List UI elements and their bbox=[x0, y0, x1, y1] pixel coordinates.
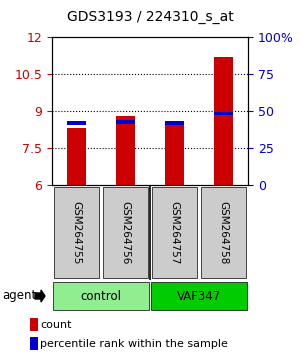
Bar bbox=[214, 112, 233, 115]
Text: percentile rank within the sample: percentile rank within the sample bbox=[40, 339, 228, 349]
Text: control: control bbox=[80, 290, 122, 303]
Bar bbox=[165, 121, 184, 185]
Text: count: count bbox=[40, 320, 72, 330]
Text: GSM264755: GSM264755 bbox=[71, 201, 82, 264]
Text: GSM264757: GSM264757 bbox=[169, 201, 179, 264]
Bar bbox=[67, 128, 86, 185]
Bar bbox=[214, 57, 233, 185]
Text: GSM264756: GSM264756 bbox=[121, 201, 130, 264]
Bar bbox=[165, 121, 184, 125]
FancyBboxPatch shape bbox=[151, 281, 247, 310]
Text: agent: agent bbox=[2, 290, 36, 303]
Text: VAF347: VAF347 bbox=[177, 290, 221, 303]
Bar bbox=[30, 337, 38, 350]
FancyBboxPatch shape bbox=[103, 187, 148, 278]
Bar bbox=[67, 121, 86, 125]
Bar bbox=[116, 120, 135, 124]
Text: GDS3193 / 224310_s_at: GDS3193 / 224310_s_at bbox=[67, 10, 233, 24]
Text: GSM264758: GSM264758 bbox=[218, 201, 229, 264]
Bar bbox=[30, 318, 38, 331]
FancyBboxPatch shape bbox=[54, 187, 99, 278]
FancyBboxPatch shape bbox=[201, 187, 246, 278]
FancyBboxPatch shape bbox=[53, 281, 149, 310]
Bar bbox=[116, 116, 135, 185]
FancyBboxPatch shape bbox=[152, 187, 197, 278]
